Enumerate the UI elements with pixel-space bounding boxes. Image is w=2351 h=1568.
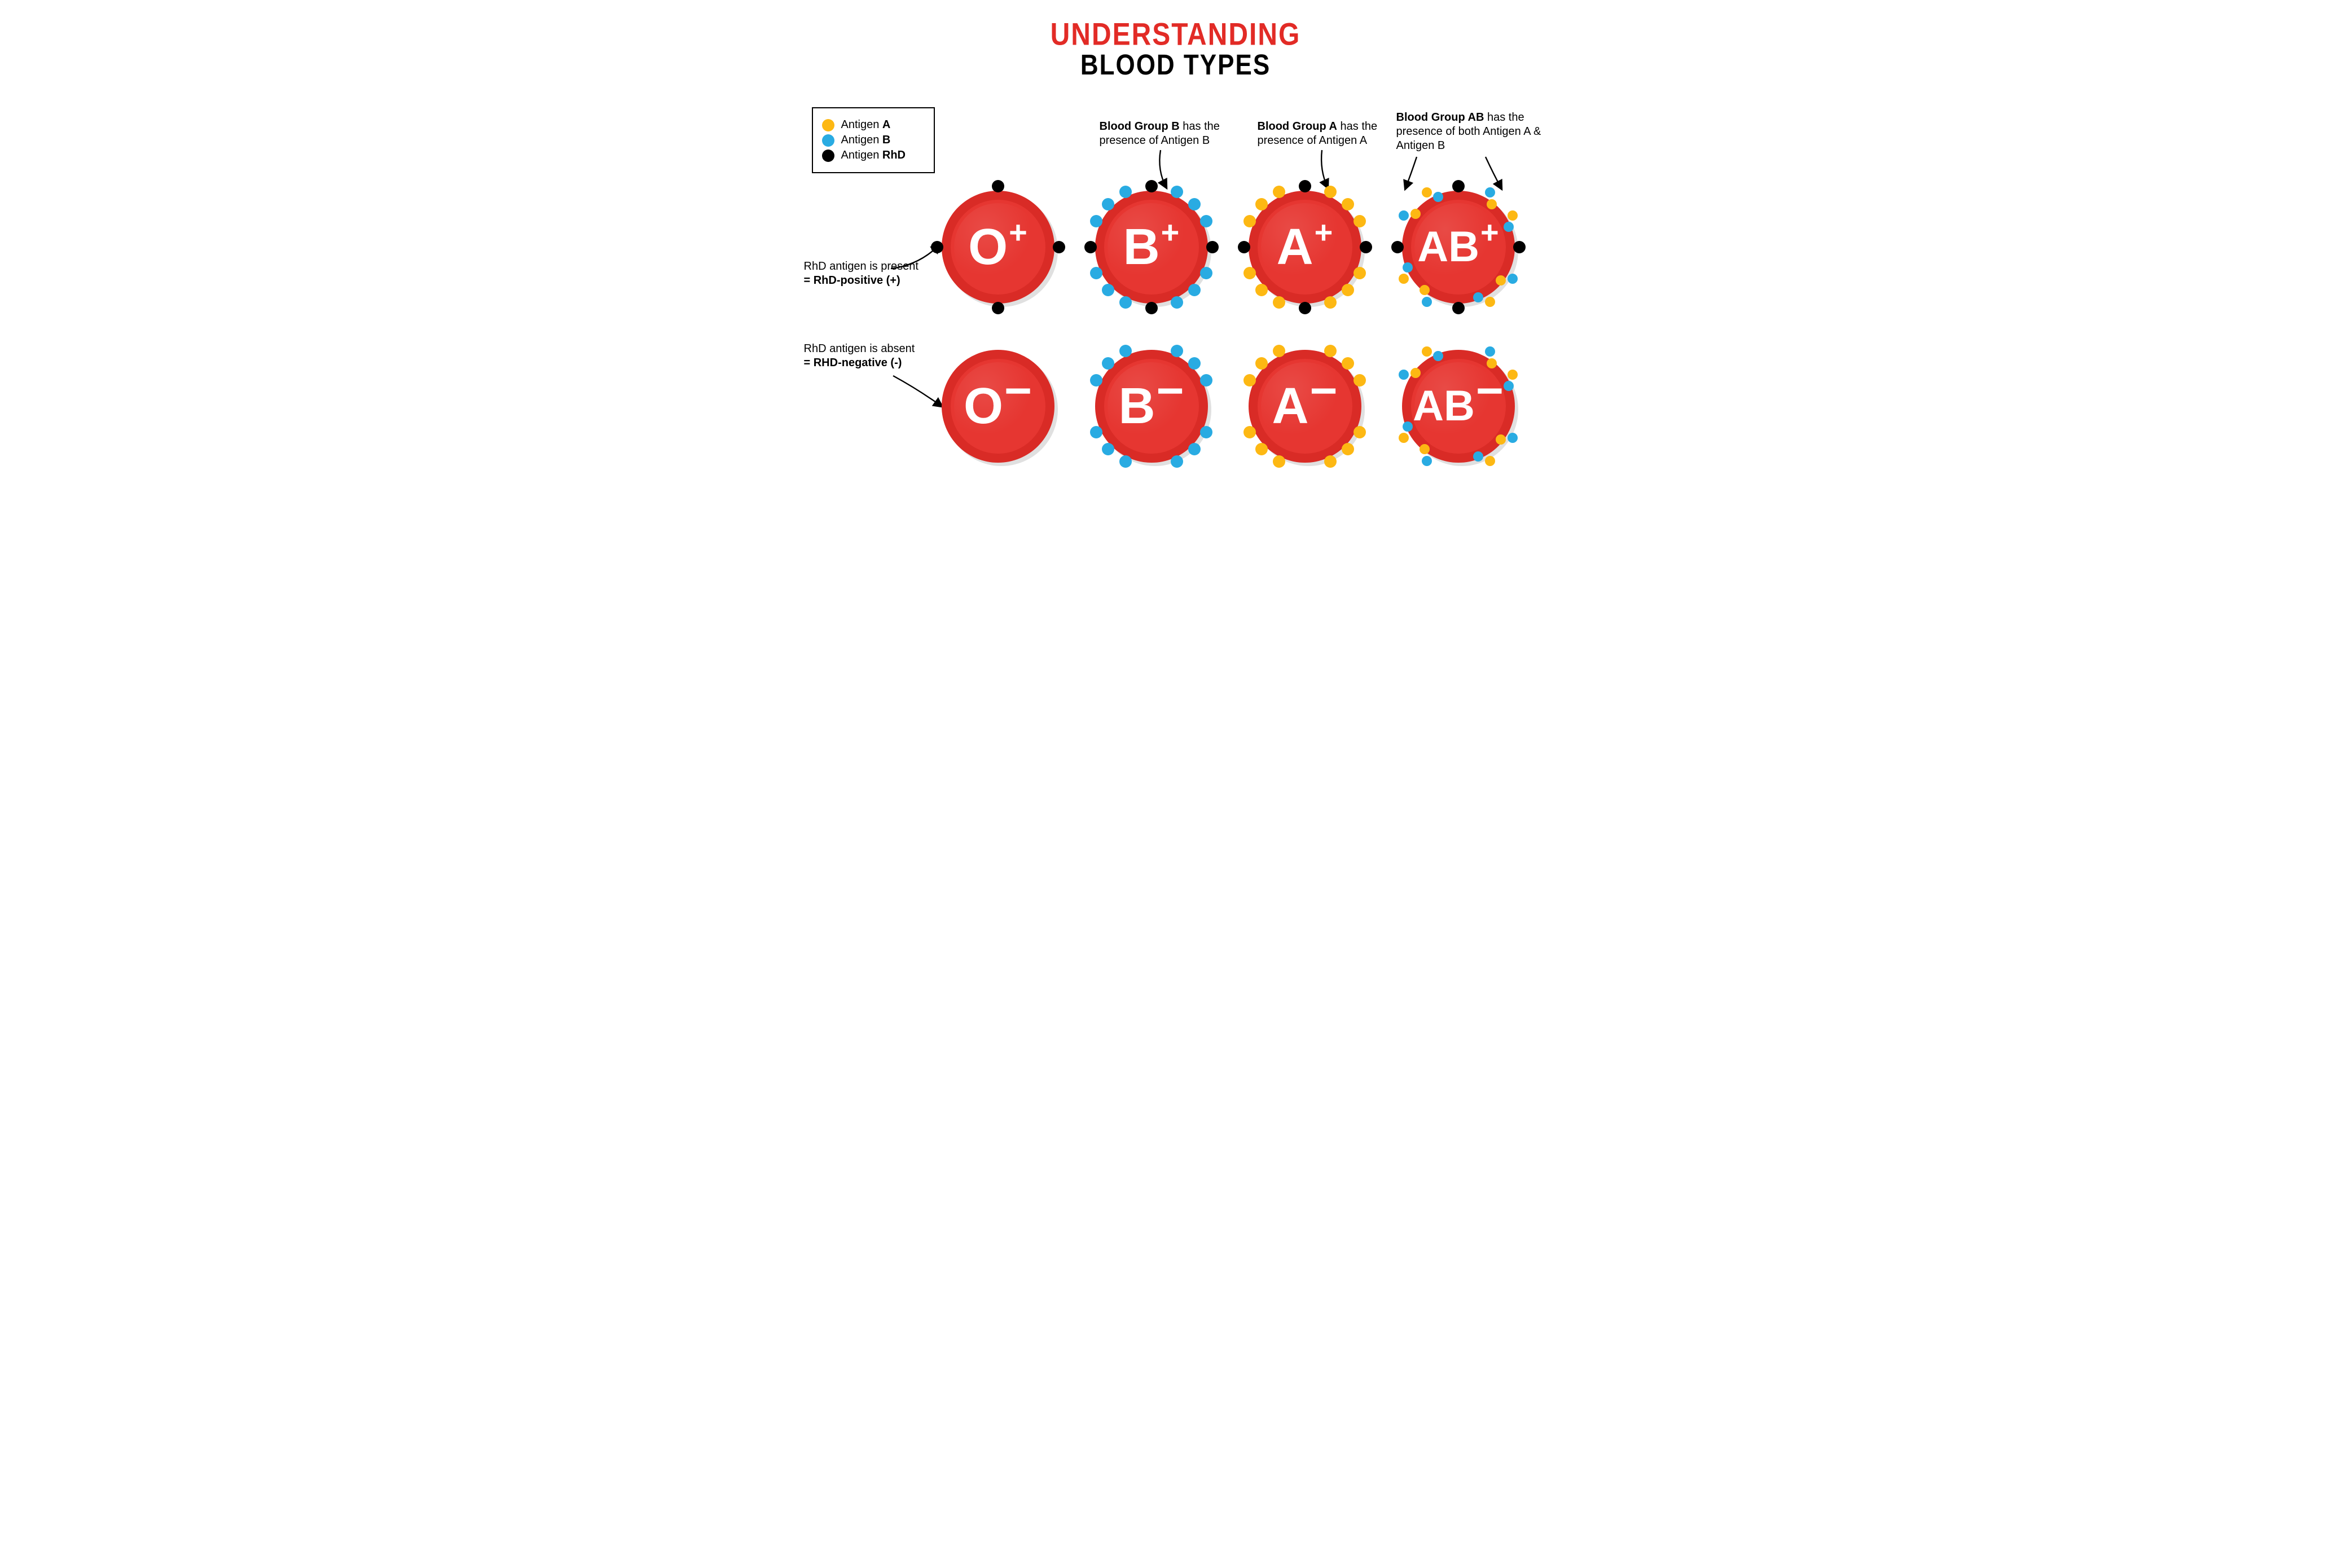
cell-label: AB+	[1402, 191, 1515, 304]
blood-cell-o-pos: O+	[942, 191, 1054, 304]
legend-item-antigen-b: Antigen B	[822, 134, 925, 147]
blood-cell-a-neg: A−	[1249, 350, 1361, 463]
label-blood-group-ab: Blood Group AB has the presence of both …	[1396, 111, 1548, 153]
legend-label: Antigen B	[841, 134, 891, 147]
infographic-canvas: UNDERSTANDING BLOOD TYPES Antigen A Anti…	[790, 0, 1561, 514]
antigen-dot	[1053, 241, 1065, 253]
antigen-dot	[992, 302, 1004, 314]
blood-cell-ab-neg: AB−	[1402, 350, 1515, 463]
blood-cell-o-neg: O−	[942, 350, 1054, 463]
label-blood-group-b: Blood Group B has the presence of Antige…	[1100, 120, 1235, 148]
legend-label: Antigen A	[841, 118, 891, 131]
cell-label: B+	[1095, 191, 1208, 304]
legend-dot-antigen-a	[822, 119, 834, 131]
cell-label: O+	[942, 191, 1054, 304]
arrow-blood-group-a	[1311, 148, 1339, 193]
antigen-dot	[1360, 241, 1372, 253]
blood-cell-b-neg: B−	[1095, 350, 1208, 463]
legend-dot-antigen-b	[822, 134, 834, 147]
note-rhd-positive: RhD antigen is present= RhD-positive (+)	[804, 260, 934, 288]
antigen-dot	[1513, 241, 1526, 253]
title-block: UNDERSTANDING BLOOD TYPES	[790, 19, 1561, 80]
antigen-dot	[1145, 302, 1158, 314]
cell-label: AB−	[1402, 350, 1515, 463]
legend: Antigen A Antigen B Antigen RhD	[812, 107, 935, 173]
antigen-dot	[1299, 302, 1311, 314]
cell-label: A−	[1249, 350, 1361, 463]
legend-item-antigen-a: Antigen A	[822, 118, 925, 131]
antigen-dot	[1452, 302, 1465, 314]
label-blood-group-a: Blood Group A has the presence of Antige…	[1258, 120, 1384, 148]
blood-cell-b-pos: B+	[1095, 191, 1208, 304]
cell-label: B−	[1095, 350, 1208, 463]
legend-dot-antigen-rhd	[822, 150, 834, 162]
legend-item-antigen-rhd: Antigen RhD	[822, 149, 925, 162]
cell-label: O−	[942, 350, 1054, 463]
title-line2: BLOOD TYPES	[1080, 49, 1271, 82]
note-rhd-negative: RhD antigen is absent= RHD-negative (-)	[804, 342, 934, 370]
blood-cell-a-pos: A+	[1249, 191, 1361, 304]
cell-label: A+	[1249, 191, 1361, 304]
antigen-dot	[1206, 241, 1219, 253]
title-line1: UNDERSTANDING	[1051, 17, 1301, 52]
legend-label: Antigen RhD	[841, 149, 906, 162]
blood-cell-ab-pos: AB+	[1402, 191, 1515, 304]
